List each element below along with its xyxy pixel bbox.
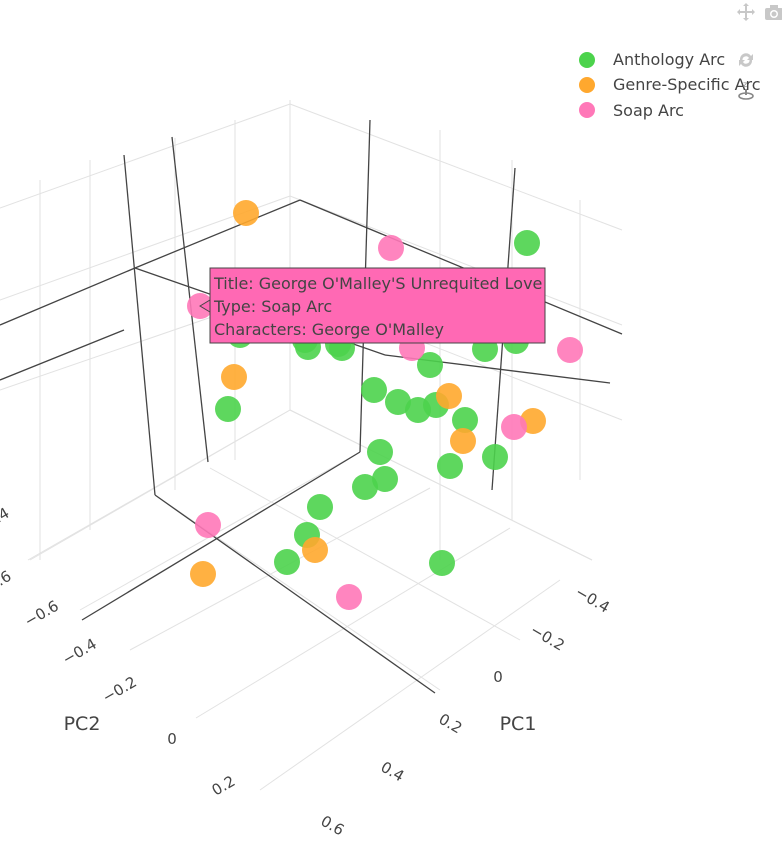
legend[interactable]: Anthology Arc Genre-Specific Arc Soap Ar…	[579, 50, 761, 120]
y-tick-label: 0	[167, 730, 177, 748]
anthology-arc-point[interactable]	[361, 377, 387, 403]
anthology-arc-point[interactable]	[452, 407, 478, 433]
anthology-arc-point[interactable]	[482, 444, 508, 470]
genre-specific-arc-point[interactable]	[233, 200, 259, 226]
y-tick-label: 0.4	[378, 758, 408, 786]
x-axis-title: PC1	[500, 713, 537, 735]
legend-label: Genre-Specific Arc	[613, 75, 761, 94]
y-tick-label: 0.2	[209, 772, 239, 800]
legend-item-soap[interactable]: Soap Arc	[579, 101, 684, 120]
anthology-arc-point[interactable]	[417, 352, 443, 378]
orbit-rotation-icon[interactable]	[734, 48, 758, 72]
pan-icon[interactable]	[734, 0, 758, 24]
anthology-arc-point[interactable]	[385, 389, 411, 415]
genre-specific-arc-point[interactable]	[190, 561, 216, 587]
tooltip-line-title: Title: George O'Malley'S Unrequited Love	[213, 274, 542, 293]
tooltip-line-type: Type: Soap Arc	[213, 297, 332, 316]
legend-item-anthology[interactable]: Anthology Arc	[579, 50, 725, 69]
anthology-arc-point[interactable]	[367, 439, 393, 465]
x-tick-label: 0	[493, 668, 503, 686]
soap-arc-point[interactable]	[501, 414, 527, 440]
anthology-arc-point[interactable]	[352, 474, 378, 500]
modebar: z	[734, 0, 782, 104]
legend-marker	[579, 77, 595, 93]
axis-box-lines	[0, 119, 623, 694]
legend-item-genre-specific[interactable]: Genre-Specific Arc	[579, 75, 761, 94]
soap-arc-point[interactable]	[557, 337, 583, 363]
y-tick-label: −0.4	[59, 635, 100, 669]
genre-specific-arc-point[interactable]	[221, 364, 247, 390]
legend-label: Anthology Arc	[613, 50, 725, 69]
genre-specific-arc-point[interactable]	[436, 383, 462, 409]
anthology-arc-point[interactable]	[437, 453, 463, 479]
reset-camera-icon[interactable]: z	[734, 78, 758, 102]
camera-icon[interactable]	[762, 0, 782, 24]
tooltip-line-characters: Characters: George O'Malley	[214, 320, 444, 339]
soap-arc-point[interactable]	[195, 512, 221, 538]
z-tick-label: 0.4	[0, 504, 12, 532]
anthology-arc-point[interactable]	[215, 396, 241, 422]
anthology-arc-point[interactable]	[429, 550, 455, 576]
hover-tooltip: Title: George O'Malley'S Unrequited Love…	[199, 267, 546, 344]
legend-marker	[579, 52, 595, 68]
anthology-arc-point[interactable]	[372, 466, 398, 492]
data-points[interactable]	[187, 200, 583, 610]
z-axis-ticks: 0.6 0.4	[0, 504, 14, 595]
x-tick-label: −0.4	[572, 583, 613, 617]
tooltip-box	[209, 267, 546, 344]
y-tick-label: 0.6	[318, 812, 348, 840]
anthology-arc-point[interactable]	[514, 230, 540, 256]
z-tick-label: 0.6	[0, 567, 14, 595]
x-tick-label: −0.2	[527, 621, 568, 655]
soap-arc-point[interactable]	[336, 584, 362, 610]
anthology-arc-point[interactable]	[274, 549, 300, 575]
legend-label: Soap Arc	[613, 101, 684, 120]
y-axis-title: PC2	[64, 713, 101, 735]
genre-specific-arc-point[interactable]	[450, 428, 476, 454]
legend-marker	[579, 102, 595, 118]
grid-lines	[0, 100, 623, 791]
y-tick-label: −0.2	[99, 673, 140, 707]
soap-arc-point[interactable]	[378, 235, 404, 261]
x-tick-label: 0.2	[436, 710, 466, 738]
genre-specific-arc-point[interactable]	[302, 537, 328, 563]
svg-text:z: z	[743, 80, 747, 89]
anthology-arc-point[interactable]	[307, 494, 333, 520]
y-tick-label: −0.6	[21, 597, 62, 631]
